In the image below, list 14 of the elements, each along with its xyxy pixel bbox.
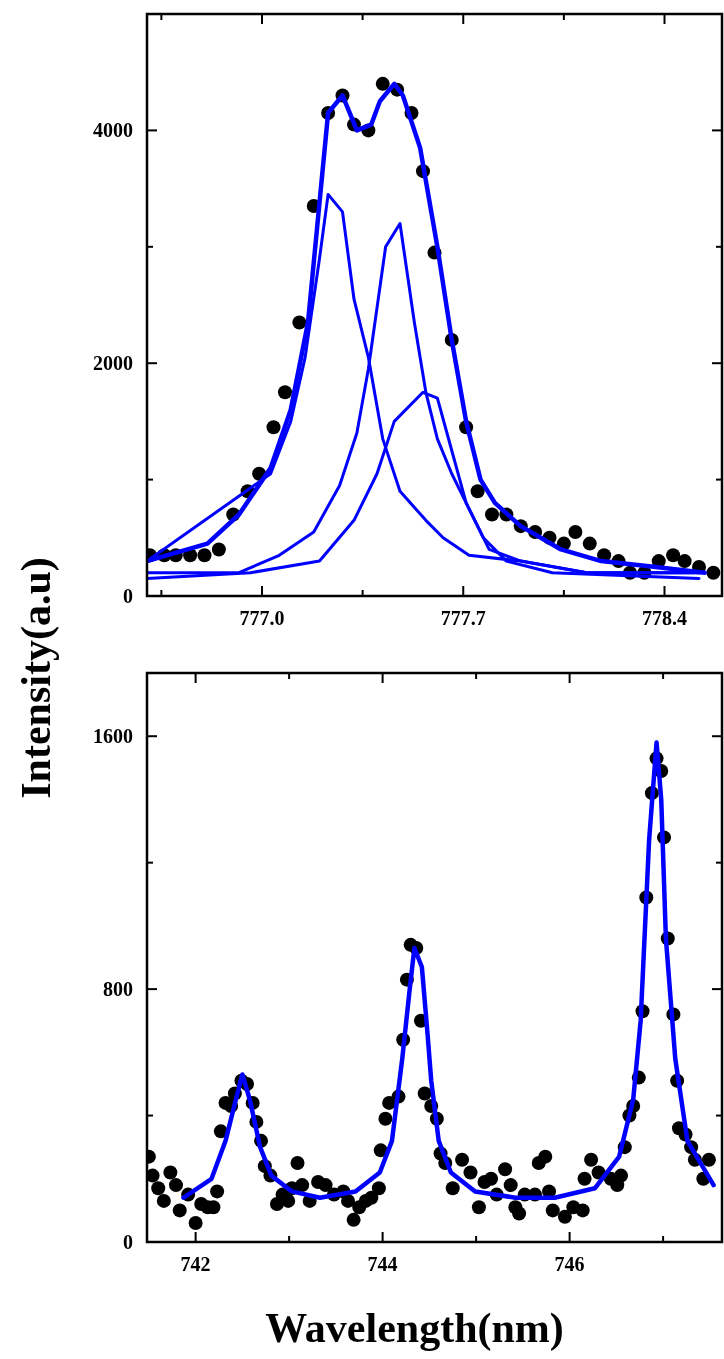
- x-tick-label: 778.4: [642, 607, 687, 629]
- y-tick-label: 2000: [93, 352, 133, 375]
- y-axis-title: Intensity(a.u): [13, 557, 60, 799]
- x-tick-label: 777.0: [239, 607, 285, 629]
- x-tick-label: 744: [367, 1253, 398, 1275]
- y-tick-label: 0: [123, 585, 133, 607]
- y-tick-label: 0: [123, 1231, 133, 1253]
- x-tick-label: 746: [554, 1253, 585, 1275]
- x-tick-label: 777.7: [440, 607, 486, 629]
- x-axis-title: Wavelength(nm): [265, 1305, 564, 1352]
- y-tick-label: 1600: [93, 725, 133, 748]
- y-tick-label: 4000: [93, 119, 133, 142]
- x-tick-label: 742: [180, 1253, 211, 1275]
- y-tick-label: 800: [103, 978, 133, 1001]
